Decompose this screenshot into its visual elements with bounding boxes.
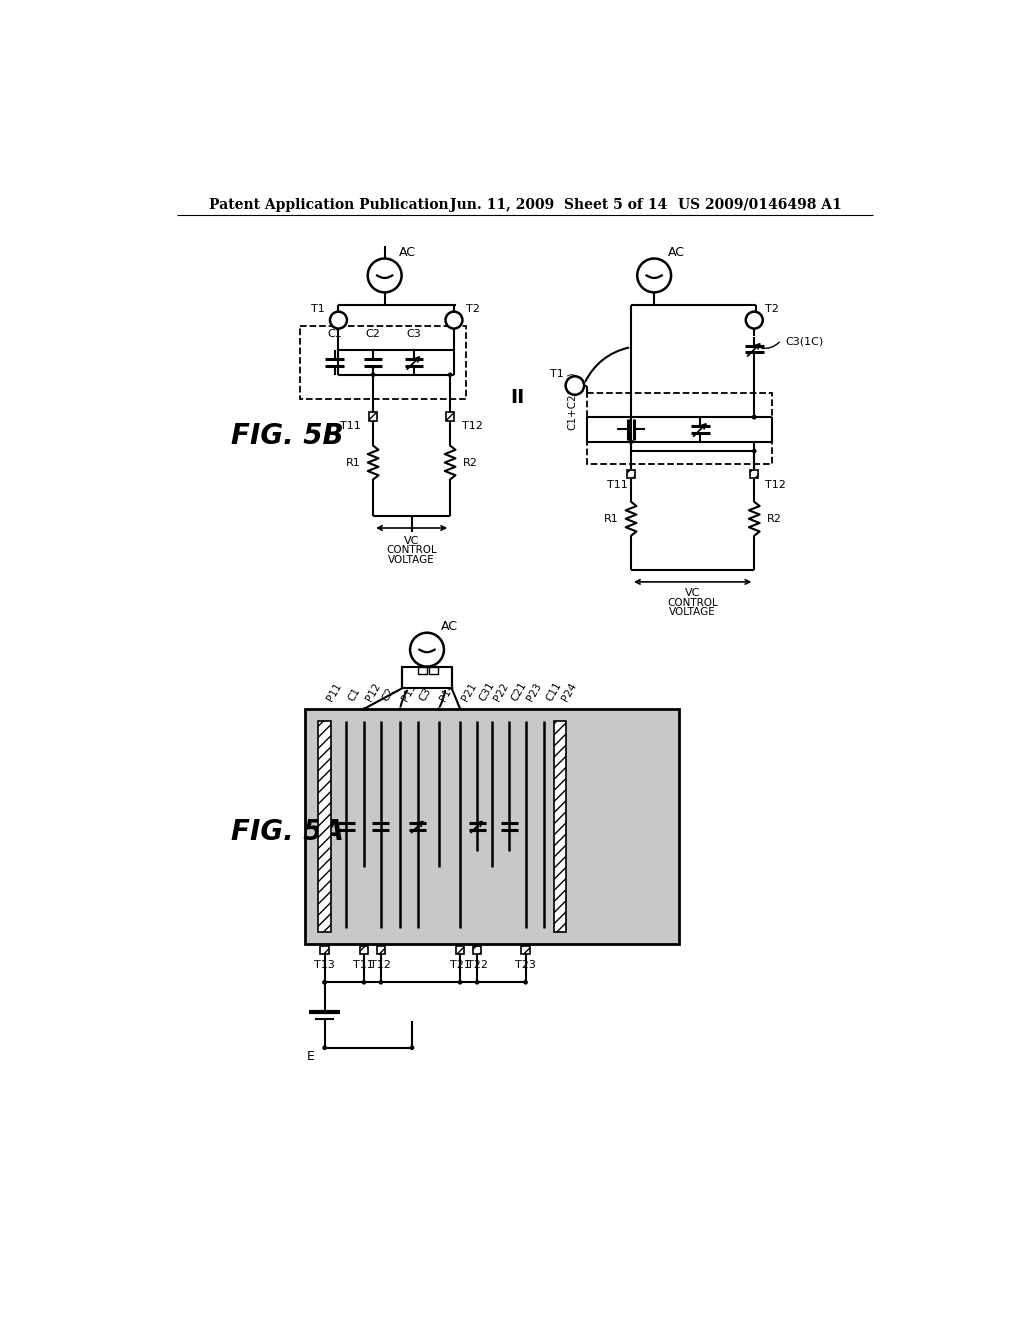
Text: VOLTAGE: VOLTAGE	[388, 554, 435, 565]
Bar	[318, 721, 331, 932]
Text: T21: T21	[450, 961, 471, 970]
Circle shape	[629, 440, 634, 444]
Text: T12: T12	[765, 480, 785, 490]
Text: FIG. 5B: FIG. 5B	[230, 421, 343, 450]
Text: C1: C1	[346, 685, 361, 702]
Text: E: E	[307, 1049, 314, 1063]
Circle shape	[437, 708, 440, 710]
Circle shape	[362, 708, 366, 710]
Bar	[587, 393, 772, 465]
Text: T11: T11	[340, 421, 360, 430]
Bar	[305, 709, 679, 944]
Circle shape	[361, 979, 367, 985]
Circle shape	[323, 1045, 327, 1051]
Text: C11: C11	[544, 680, 563, 702]
Text: VOLTAGE: VOLTAGE	[670, 607, 716, 616]
Bar	[418, 667, 427, 675]
Circle shape	[637, 259, 671, 293]
Circle shape	[752, 414, 757, 420]
Text: R2: R2	[463, 458, 477, 467]
Bar	[369, 412, 378, 421]
Circle shape	[445, 312, 463, 329]
Text: VC: VC	[403, 536, 419, 546]
Text: P12: P12	[364, 681, 382, 702]
Text: T1: T1	[311, 305, 325, 314]
Text: P11: P11	[325, 681, 343, 702]
Text: Patent Application Publication: Patent Application Publication	[209, 198, 449, 211]
Text: C2: C2	[366, 329, 381, 339]
Circle shape	[323, 979, 327, 985]
Bar	[473, 945, 481, 954]
Text: C3: C3	[407, 329, 421, 339]
Circle shape	[565, 376, 584, 395]
Circle shape	[323, 979, 327, 985]
Circle shape	[368, 259, 401, 293]
Text: C31: C31	[477, 680, 496, 702]
Bar	[429, 667, 438, 675]
Text: P23: P23	[525, 681, 544, 702]
Circle shape	[398, 708, 401, 710]
Text: US 2009/0146498 A1: US 2009/0146498 A1	[678, 198, 842, 211]
Text: P24: P24	[560, 681, 579, 702]
Text: R2: R2	[767, 513, 781, 524]
Text: C3: C3	[418, 685, 433, 702]
Text: T2: T2	[466, 305, 480, 314]
Circle shape	[379, 979, 383, 985]
Text: T11: T11	[607, 480, 628, 490]
Text: C2: C2	[381, 685, 396, 702]
Circle shape	[447, 372, 453, 378]
Circle shape	[459, 708, 462, 710]
Text: P22: P22	[493, 681, 511, 702]
Text: AC: AC	[668, 246, 685, 259]
Text: C1+C2(2C): C1+C2(2C)	[567, 372, 578, 430]
Text: T12: T12	[463, 421, 483, 430]
Text: CONTROL: CONTROL	[386, 545, 437, 556]
Text: II: II	[511, 388, 525, 407]
Circle shape	[752, 414, 757, 420]
Bar	[445, 412, 455, 421]
Text: CONTROL: CONTROL	[668, 598, 718, 607]
Circle shape	[458, 979, 463, 985]
Bar	[521, 945, 529, 954]
Text: T1: T1	[550, 370, 564, 379]
Circle shape	[752, 449, 757, 453]
Text: T13: T13	[314, 961, 335, 970]
Bar	[402, 667, 452, 688]
Text: T11: T11	[353, 961, 374, 970]
Bar	[750, 470, 759, 478]
Text: P14: P14	[438, 681, 457, 702]
Text: T22: T22	[467, 961, 487, 970]
Text: Jun. 11, 2009  Sheet 5 of 14: Jun. 11, 2009 Sheet 5 of 14	[451, 198, 668, 211]
Bar	[456, 945, 464, 954]
Text: FIG. 5A: FIG. 5A	[230, 818, 344, 846]
Text: P21: P21	[460, 681, 478, 702]
Bar	[627, 470, 635, 478]
Circle shape	[410, 632, 444, 667]
Text: C21: C21	[509, 680, 528, 702]
Bar	[321, 945, 329, 954]
Text: T2: T2	[765, 305, 779, 314]
Text: C3(1C): C3(1C)	[785, 337, 823, 347]
Text: AC: AC	[398, 246, 416, 259]
Text: T23: T23	[515, 961, 536, 970]
Text: T12: T12	[371, 961, 391, 970]
Circle shape	[475, 979, 479, 985]
Text: P13: P13	[400, 681, 419, 702]
Circle shape	[523, 979, 528, 985]
Text: R1: R1	[604, 513, 618, 524]
Bar	[377, 945, 385, 954]
Circle shape	[745, 312, 763, 329]
Circle shape	[410, 1045, 415, 1051]
Bar	[300, 326, 466, 400]
Circle shape	[371, 372, 376, 378]
Text: VC: VC	[685, 589, 700, 598]
Text: AC: AC	[441, 620, 458, 634]
Bar	[554, 721, 566, 932]
Circle shape	[330, 312, 347, 329]
Text: R1: R1	[346, 458, 360, 467]
Bar	[359, 945, 368, 954]
Text: C1: C1	[328, 329, 342, 339]
